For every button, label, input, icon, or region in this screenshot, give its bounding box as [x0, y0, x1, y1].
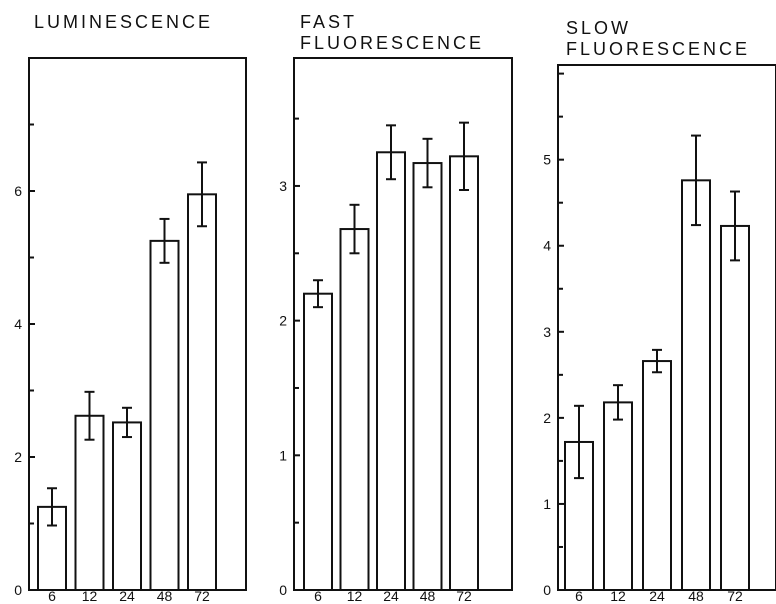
panel-2-title-line-2: FLUORESCENCE [300, 33, 485, 53]
panel-3-bar-48 [681, 179, 711, 591]
panel-2-xtick-label: 48 [420, 588, 436, 604]
panel-2-xtick-label: 12 [347, 588, 363, 604]
panel-3-xtick-label: 48 [688, 588, 704, 604]
panel-1-xtick-label: 12 [82, 588, 98, 604]
panel-1-xtick-label: 48 [157, 588, 173, 604]
panel-2-ytick-label: 2 [279, 313, 287, 329]
panel-1-ytick-label: 2 [14, 449, 22, 465]
panel-1-bar-24 [112, 421, 142, 592]
panel-3-ytick-label: 4 [543, 238, 551, 254]
panel-1-ytick-label: 4 [14, 316, 22, 332]
panel-1-bar-12 [74, 414, 105, 591]
panel-1-ytick-label: 6 [14, 183, 22, 199]
panel-3-xtick-label: 24 [649, 588, 665, 604]
panel-3-ytick-label: 2 [543, 410, 551, 426]
panel-3-title-line-1: SLOW [566, 18, 632, 38]
panel-3-bar-12 [603, 401, 633, 591]
panel-3-bar-24 [642, 360, 672, 592]
panel-2-bar-48 [412, 162, 443, 591]
panel-2-bar-12 [339, 228, 370, 591]
panel-3-xtick-label: 6 [575, 588, 583, 604]
panel-2-title-line-1: FAST [300, 12, 358, 32]
panel-2-ytick-label: 1 [279, 447, 287, 463]
panel-2-ytick-label: 3 [279, 178, 287, 194]
panel-3-ytick-label: 1 [543, 496, 551, 512]
panel-2-bar-24 [376, 151, 406, 592]
panel-1-title: LUMINESCENCE [34, 12, 213, 33]
panel-3-title-line-2: FLUORESCENCE [566, 39, 751, 59]
panel-1-bar-48 [149, 239, 180, 591]
panel-3-ytick-label: 5 [543, 152, 551, 168]
panel-2-title: FAST FLUORESCENCE [300, 12, 484, 54]
panel-1-xtick-label: 24 [119, 588, 135, 604]
panel-1-xtick-label: 6 [48, 588, 56, 604]
panel-1-ytick-label: 0 [14, 582, 22, 598]
panel-2-xtick-label: 72 [456, 588, 472, 604]
panel-3-ytick-label: 3 [543, 324, 551, 340]
panel-3-bar-72 [720, 224, 750, 591]
panel-2-xtick-label: 6 [314, 588, 322, 604]
panel-3-ytick-label: 0 [543, 582, 551, 598]
panel-2-xtick-label: 24 [383, 588, 399, 604]
panel-3-title: SLOW FLUORESCENCE [566, 18, 750, 60]
panel-2-ytick-label: 0 [279, 582, 287, 598]
panel-1-bar-72 [187, 193, 217, 591]
panel-3-xtick-label: 12 [610, 588, 626, 604]
panel-3-xtick-label: 72 [727, 588, 743, 604]
panel-2-bar-6 [303, 292, 333, 591]
panel-1-title-line: LUMINESCENCE [34, 12, 214, 32]
panel-1-xtick-label: 72 [194, 588, 210, 604]
panel-2-bar-72 [449, 155, 479, 591]
